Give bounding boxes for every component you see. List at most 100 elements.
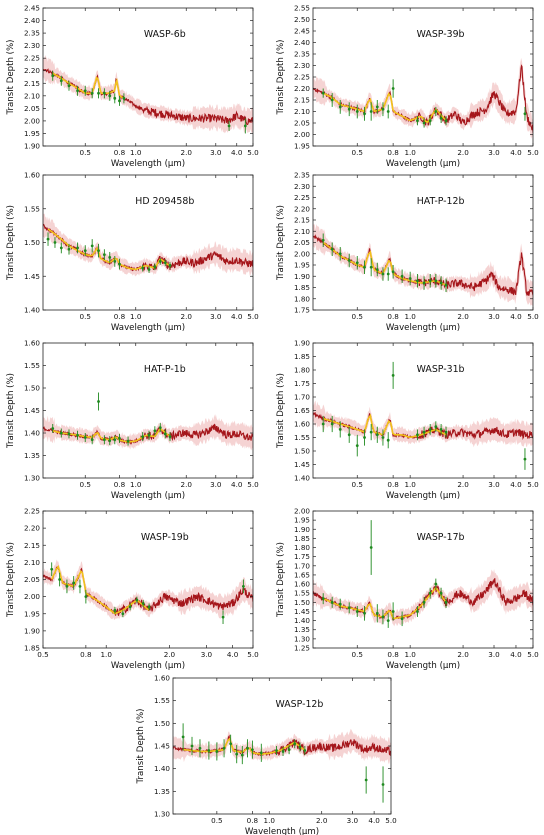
data-point [330,600,334,604]
x-tick-label: 0.5 [352,312,363,321]
y-tick-label: 1.90 [24,142,40,151]
data-point [386,438,390,442]
y-tick-label: 1.45 [24,272,40,281]
data-point [439,281,443,285]
data-point [168,435,172,438]
data-point [347,606,351,610]
x-tick-label: 0.8 [387,148,399,157]
y-axis-label: Transit Depth (%) [276,542,286,618]
data-point [83,249,87,253]
y-tick-label: 1.30 [294,634,310,643]
data-point [118,262,121,266]
y-tick-label: 2.00 [24,592,40,601]
plot-area [313,361,533,470]
y-tick-label: 1.50 [294,598,310,607]
chart-title: WASP-17b [417,532,465,543]
data-point [338,252,342,256]
chart-panel-5: 1.30 1.35 1.40 1.45 1.50 1.55 1.60 0.5 0.8 1.0 2.0… [6,339,259,502]
data-point [59,246,63,250]
model-envelope [43,559,253,620]
y-tick-label: 1.95 [24,609,40,618]
y-tick-label: 1.40 [294,474,310,483]
y-tick-label: 2.35 [294,50,310,59]
data-point [50,567,54,571]
chart-panel-7: 1.85 1.90 1.95 2.00 2.05 2.10 2.15 2.20 2.25 0.5 0… [6,507,259,672]
y-tick-label: 2.25 [294,73,310,82]
x-tick-label: 1.0 [404,312,416,321]
data-point [128,605,132,609]
data-point [416,119,419,123]
data-point [321,597,325,601]
data-point [158,260,162,263]
y-tick-label: 2.30 [24,41,40,50]
data-point [439,591,443,595]
data-point [241,584,245,588]
x-axis-label: Wavelength (μm) [111,661,185,671]
y-tick-label: 2.05 [24,575,40,584]
y-tick-label: 1.80 [294,366,310,375]
y-tick-label: 1.45 [294,607,310,616]
data-point [126,439,130,443]
x-tick-label: 1.0 [264,816,276,825]
data-point [428,591,432,595]
data-point [434,279,438,283]
y-tick-label: 1.45 [294,460,310,469]
binned-model-line [322,241,447,287]
data-point [363,265,366,269]
y-tick-label: 1.55 [24,361,40,370]
data-point [303,749,307,752]
y-tick-label: 1.30 [24,474,40,483]
y-tick-label: 1.45 [24,406,40,415]
x-tick-label: 1.0 [404,480,416,489]
data-point [375,268,379,271]
model-envelope [43,55,253,134]
y-tick-label: 2.40 [24,16,40,25]
x-tick-label: 4.0 [510,480,522,489]
y-tick-label: 1.55 [24,204,40,213]
data-point [386,619,390,622]
chart-title: WASP-39b [417,29,465,40]
x-tick-label: 3.0 [210,148,222,157]
y-tick-label: 1.75 [294,306,310,315]
y-axis-label: Transit Depth (%) [276,40,286,116]
data-point [391,374,395,377]
data-point [355,610,359,613]
data-point [90,91,94,95]
data-point [381,615,385,619]
x-tick-label: 2.0 [457,312,469,321]
data-point [444,600,448,604]
data-point [444,283,448,287]
y-tick-label: 1.90 [294,339,310,348]
model-envelope [313,569,533,627]
data-point [147,605,151,609]
model-envelope [313,400,533,448]
data-point [355,110,359,113]
data-point [293,742,297,746]
data-point [97,249,100,253]
binned-model-line [50,564,150,615]
x-tick-label: 4.0 [510,148,522,157]
x-tick-label: 0.5 [352,650,363,659]
data-point [122,96,126,100]
y-tick-label: 1.80 [294,543,310,552]
y-tick-label: 2.05 [294,238,310,247]
x-axis-label: Wavelength (μm) [386,159,460,169]
data-point [338,105,342,109]
data-point [113,608,117,612]
data-point [321,238,325,242]
y-axis-label: Transit Depth (%) [136,709,146,785]
data-point [355,444,359,447]
x-tick-label: 4.0 [368,816,380,825]
y-tick-label: 1.65 [294,570,310,579]
data-point [59,79,63,83]
x-tick-label: 5.0 [385,816,397,825]
plot-area [43,392,253,451]
x-tick-label: 0.8 [114,148,126,157]
x-tick-label: 3.0 [347,816,359,825]
x-tick-label: 0.8 [80,650,92,659]
x-tick-label: 0.8 [387,650,399,659]
data-point [369,265,373,269]
y-tick-label: 1.55 [294,433,310,442]
data-point [381,783,385,786]
data-point [113,96,117,100]
